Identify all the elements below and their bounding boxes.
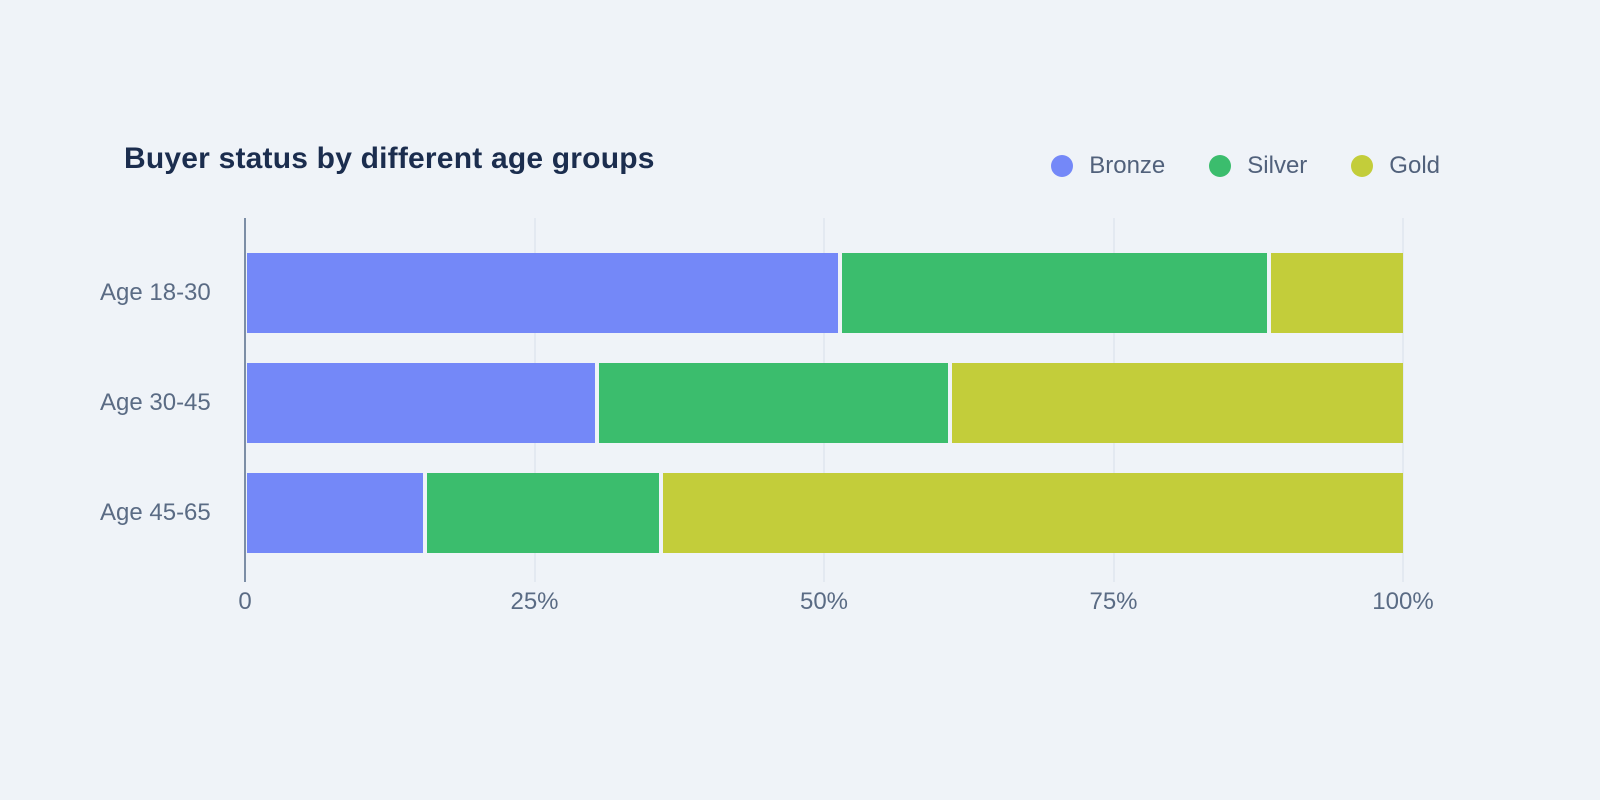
category-label: Age 30-45 [100, 389, 211, 416]
bars-layer [245, 218, 1403, 570]
legend-label: Gold [1389, 152, 1440, 179]
legend-marker-icon [1051, 155, 1074, 177]
x-tick-label: 50% [799, 588, 849, 615]
plot-area: 0 25% 50% 75% 100% [238, 218, 1434, 615]
legend-marker-icon [1209, 155, 1232, 177]
legend-label: Bronze [1089, 152, 1166, 179]
x-axis-ticks: 0 25% 50% 75% 100% [238, 588, 1433, 620]
chart-title: Buyer status by different age groups [124, 142, 655, 175]
legend: Bronze Silver Gold [1051, 152, 1440, 180]
y-axis-line [244, 218, 246, 582]
legend-item-bronze[interactable]: Bronze [1051, 152, 1165, 180]
legend-item-silver[interactable]: Silver [1209, 152, 1307, 180]
category-labels: Age 18-30 Age 30-45 Age 45-65 [100, 218, 240, 570]
bar-segment-gold[interactable] [1270, 253, 1403, 333]
bar-segment-silver[interactable] [426, 473, 659, 553]
bar-row-age-45-65 [247, 473, 1403, 553]
legend-label: Silver [1247, 152, 1308, 179]
bar-segment-gold[interactable] [662, 473, 1403, 553]
bar-segment-bronze[interactable] [247, 473, 423, 553]
x-tick-label: 75% [1089, 588, 1138, 615]
bar-segment-gold[interactable] [951, 363, 1403, 443]
category-label: Age 18-30 [100, 279, 211, 306]
x-tick-label: 25% [510, 588, 559, 615]
bar-segment-bronze[interactable] [247, 253, 839, 333]
x-tick-label: 0 [238, 588, 252, 615]
bar-segment-silver[interactable] [598, 363, 948, 443]
bar-row-age-30-45 [247, 363, 1403, 443]
bar-segment-bronze[interactable] [247, 363, 595, 443]
bar-segment-silver[interactable] [842, 253, 1267, 333]
legend-item-gold[interactable]: Gold [1351, 152, 1440, 180]
bar-row-age-18-30 [247, 253, 1403, 333]
x-tick-label: 100% [1372, 588, 1434, 615]
x-gridline [1402, 218, 1404, 582]
legend-marker-icon [1351, 155, 1374, 177]
category-label: Age 45-65 [100, 499, 211, 526]
